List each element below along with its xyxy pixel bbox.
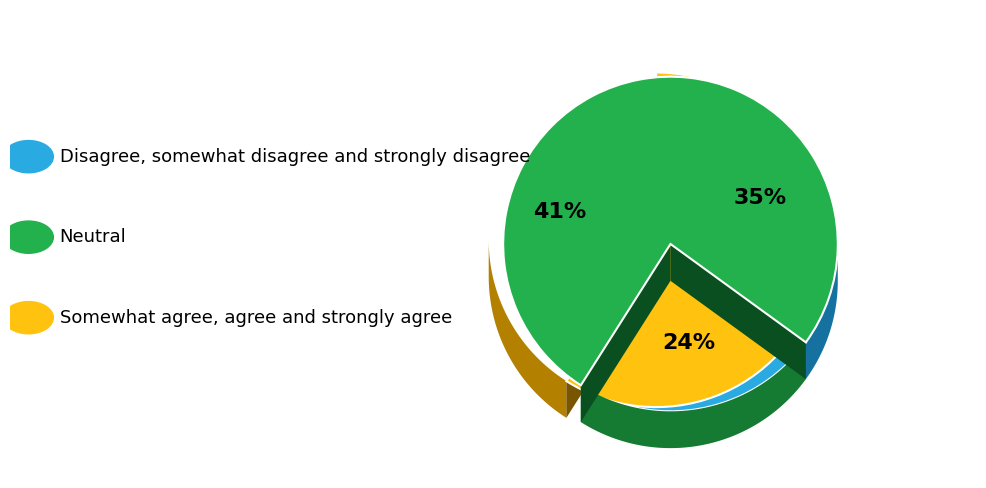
Polygon shape bbox=[670, 244, 806, 379]
Polygon shape bbox=[566, 240, 656, 418]
Polygon shape bbox=[670, 244, 806, 379]
Polygon shape bbox=[581, 343, 806, 448]
Circle shape bbox=[4, 302, 53, 334]
Wedge shape bbox=[503, 77, 806, 411]
Wedge shape bbox=[566, 73, 823, 407]
Text: 24%: 24% bbox=[663, 333, 716, 353]
Text: 41%: 41% bbox=[533, 202, 587, 222]
Polygon shape bbox=[489, 238, 566, 418]
Circle shape bbox=[4, 141, 53, 173]
Text: Somewhat agree, agree and strongly agree: Somewhat agree, agree and strongly agree bbox=[59, 309, 452, 326]
Text: 35%: 35% bbox=[734, 188, 787, 208]
Text: Disagree, somewhat disagree and strongly disagree: Disagree, somewhat disagree and strongly… bbox=[59, 148, 529, 165]
Text: Neutral: Neutral bbox=[59, 228, 126, 246]
Polygon shape bbox=[581, 244, 670, 422]
Wedge shape bbox=[503, 77, 838, 385]
Circle shape bbox=[4, 221, 53, 253]
Polygon shape bbox=[806, 242, 838, 379]
